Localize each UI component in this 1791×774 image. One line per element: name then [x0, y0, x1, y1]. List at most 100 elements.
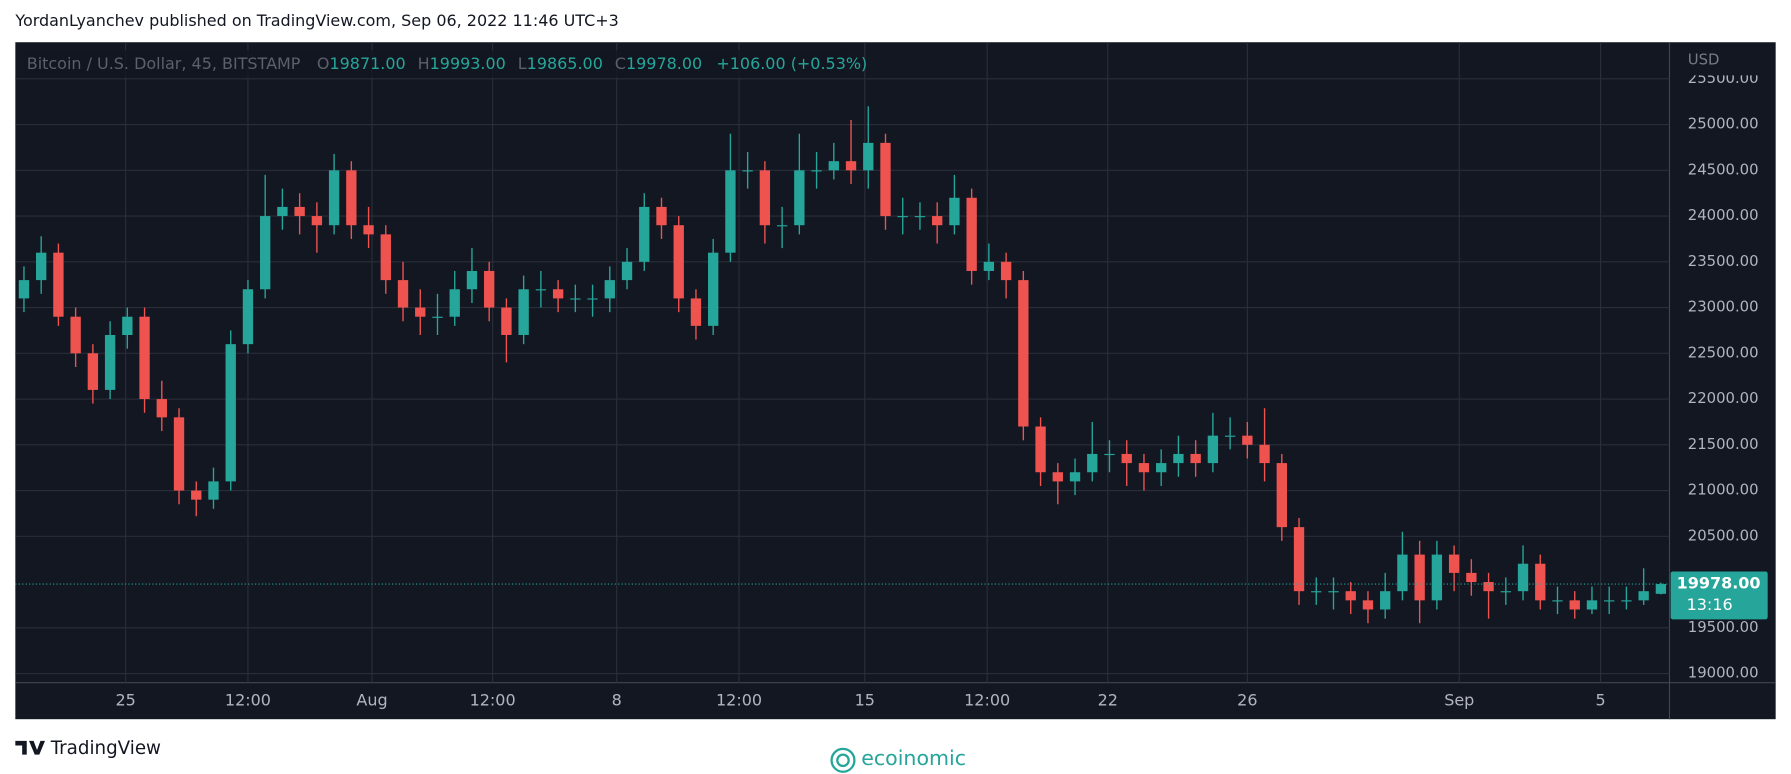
candle-body: [828, 161, 839, 171]
candle-body: [363, 225, 374, 235]
candle-body: [484, 270, 495, 308]
candle-body: [449, 289, 460, 317]
x-tick-label: 25: [115, 690, 135, 709]
candle-body: [708, 252, 719, 326]
legend-change: +106.00 (+0.53%): [716, 53, 867, 72]
candle-body: [87, 353, 99, 390]
candle-body: [1087, 453, 1098, 473]
candle-body: [1380, 591, 1391, 610]
y-tick-label: 24000.00: [1688, 207, 1759, 224]
candle-body: [18, 280, 30, 299]
candle-body: [1397, 554, 1408, 592]
candle-body: [328, 170, 340, 226]
candle-body: [225, 344, 236, 482]
candle-body: [1173, 453, 1184, 464]
x-tick-label: Aug: [356, 690, 387, 709]
candle-body: [1069, 472, 1081, 482]
x-tick-label: Sep: [1444, 690, 1474, 709]
legend-value: 19978.00: [626, 53, 702, 72]
candle-body: [260, 216, 271, 290]
y-tick-label: 21500.00: [1688, 436, 1759, 453]
legend-label: H: [418, 53, 430, 72]
y-tick-label: 23000.00: [1688, 299, 1759, 316]
candle-body: [725, 170, 736, 253]
candle-body: [70, 316, 81, 354]
y-tick-label: 22500.00: [1688, 344, 1759, 361]
candle-body: [880, 142, 891, 217]
candle-body: [1035, 426, 1046, 473]
axes: 19000.00 19500.00 20500.00 21000.00 21500.00…: [15, 70, 1768, 709]
unit-backdrop: [1670, 45, 1774, 76]
x-tick-label: 26: [1237, 690, 1257, 709]
x-tick-label: 12:00: [470, 690, 516, 709]
y-tick-label: 20500.00: [1688, 527, 1759, 544]
legend-label: C: [615, 53, 626, 72]
candle-body: [1638, 591, 1649, 601]
candle-body: [1517, 563, 1529, 592]
legend-label: L: [518, 53, 527, 72]
candle-body: [914, 216, 926, 218]
candle-body: [570, 298, 581, 300]
x-tick-label: 5: [1595, 690, 1605, 709]
candle-body: [1224, 435, 1236, 437]
candle-body: [1156, 463, 1167, 473]
candle-body: [277, 206, 288, 217]
candle-body: [983, 261, 995, 271]
candle-body: [1500, 591, 1511, 593]
candle-body: [1018, 280, 1029, 427]
candle-body: [1345, 591, 1356, 601]
candle-body: [1552, 600, 1563, 602]
candle-body: [311, 216, 323, 226]
candle-body: [1655, 584, 1667, 594]
candle-body: [1242, 435, 1253, 445]
x-tick-label: 12:00: [964, 690, 1010, 709]
chart-background: [15, 42, 1776, 720]
legend-backdrop: [23, 50, 846, 78]
legend-value: 19865.00: [527, 53, 603, 72]
candle-body: [518, 289, 529, 336]
x-tick-label: 15: [855, 690, 875, 709]
candle-body: [811, 170, 822, 172]
candle-body: [966, 197, 977, 271]
candle-body: [1276, 463, 1287, 528]
candle-body: [1052, 472, 1063, 482]
publisher-line: YordanLyanchev published on TradingView.…: [14, 11, 618, 30]
candle-body: [845, 161, 857, 171]
candle-body: [156, 399, 167, 418]
candle-body: [587, 298, 598, 300]
candle-body: [104, 335, 116, 390]
candle-body: [1448, 554, 1460, 573]
candle-body: [1586, 600, 1598, 610]
candle-body: [759, 170, 771, 226]
candle-body: [122, 316, 133, 336]
candle-body: [604, 280, 615, 299]
candle-body: [1104, 453, 1115, 456]
candle-body: [501, 307, 512, 336]
candle-body: [1311, 591, 1322, 593]
candle-body: [432, 316, 443, 318]
y-tick-label: 23500.00: [1688, 253, 1759, 270]
candle-body: [294, 206, 305, 217]
countdown: 13:16: [1687, 595, 1733, 614]
candle-body: [742, 170, 753, 172]
y-tick-label: 24500.00: [1688, 161, 1759, 178]
candle-body: [1535, 563, 1546, 601]
candles: [18, 106, 1667, 624]
candle-body: [415, 307, 426, 317]
candle-body: [1000, 261, 1012, 281]
candle-body: [1569, 600, 1580, 610]
candle-body: [1190, 453, 1201, 464]
candle-body: [639, 206, 650, 262]
candle-body: [1293, 527, 1305, 592]
legend-value: 19871.00: [329, 53, 405, 72]
tradingview-logo: [15, 740, 46, 755]
candle-body: [1207, 435, 1219, 464]
candle-body: [1431, 554, 1443, 601]
grid: [15, 42, 1670, 683]
candle-body: [53, 252, 64, 317]
candle-body: [1362, 600, 1374, 610]
candle-body: [139, 316, 150, 400]
candle-body: [36, 252, 47, 281]
